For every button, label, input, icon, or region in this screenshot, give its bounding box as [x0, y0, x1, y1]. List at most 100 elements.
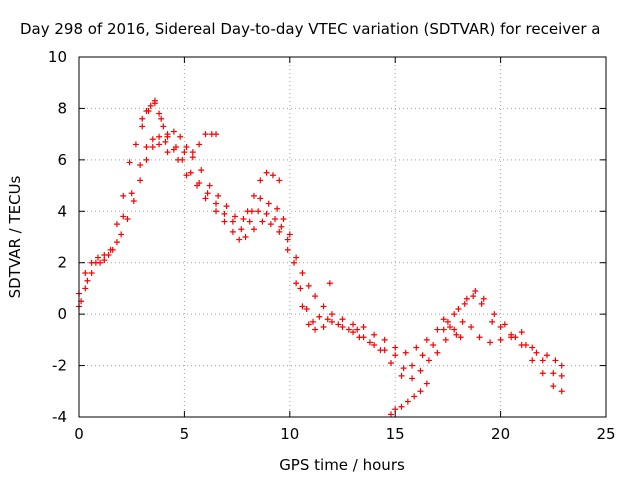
data-point — [267, 221, 274, 228]
data-point — [156, 141, 163, 148]
data-point — [387, 411, 394, 418]
data-point — [392, 344, 399, 351]
data-point — [381, 336, 388, 343]
data-point — [244, 208, 251, 215]
data-point — [181, 149, 188, 156]
data-point — [463, 295, 470, 302]
data-point — [231, 213, 238, 220]
data-point — [255, 208, 262, 215]
data-point — [215, 192, 222, 199]
data-point — [350, 321, 357, 328]
data-point — [444, 318, 451, 325]
data-point — [183, 144, 190, 150]
data-point — [236, 236, 243, 243]
data-point — [113, 221, 120, 228]
x-tick-label: 25 — [596, 425, 615, 443]
data-point — [265, 200, 272, 207]
y-tick-label: 6 — [57, 151, 67, 169]
data-point — [468, 324, 475, 330]
data-point — [213, 200, 220, 207]
data-point — [508, 331, 515, 338]
data-point — [196, 141, 203, 148]
data-point — [250, 192, 257, 199]
data-point — [417, 388, 424, 395]
data-point — [196, 180, 203, 186]
data-point — [187, 169, 194, 176]
data-point — [126, 159, 133, 166]
data-point — [404, 398, 411, 405]
data-point — [529, 357, 536, 364]
data-point — [457, 334, 464, 341]
data-point — [316, 313, 323, 320]
data-point — [328, 318, 335, 325]
grid-lines — [79, 57, 606, 417]
data-point — [430, 342, 437, 348]
data-point — [229, 228, 236, 235]
data-point — [434, 326, 441, 333]
data-point — [88, 270, 95, 276]
data-point — [250, 226, 257, 233]
data-point — [489, 318, 496, 325]
data-point — [417, 367, 424, 374]
data-point — [120, 192, 127, 199]
data-point — [223, 203, 230, 210]
data-point — [324, 316, 331, 323]
y-tick-label: 0 — [57, 305, 67, 323]
axis-ticks: 0 5 10 15 20 25 -4 -2 0 2 4 6 8 10 — [48, 48, 616, 443]
data-point — [137, 162, 144, 168]
data-point — [246, 218, 253, 225]
data-point — [137, 177, 144, 184]
data-point — [312, 326, 319, 333]
data-point — [179, 156, 186, 163]
y-tick-label: -4 — [52, 408, 67, 426]
y-tick-label: -2 — [52, 357, 67, 375]
data-point — [82, 285, 89, 292]
data-point — [402, 349, 409, 356]
data-point — [263, 210, 270, 217]
data-point — [409, 375, 416, 382]
data-points — [76, 97, 565, 418]
data-point — [529, 344, 536, 351]
data-point — [423, 380, 430, 387]
data-point — [94, 254, 101, 261]
data-point — [459, 318, 466, 325]
data-point — [299, 303, 306, 310]
y-tick-label: 2 — [57, 254, 67, 272]
data-point — [221, 210, 228, 217]
data-point — [440, 316, 447, 323]
data-point — [512, 334, 519, 341]
data-point — [539, 357, 546, 364]
data-point — [286, 231, 293, 238]
data-point — [366, 339, 373, 346]
data-point — [213, 131, 220, 138]
data-point — [149, 144, 156, 150]
data-point — [478, 300, 485, 307]
data-point — [360, 324, 367, 330]
data-point — [440, 326, 447, 333]
data-point — [183, 172, 190, 179]
data-point — [206, 182, 213, 189]
data-point — [309, 318, 316, 325]
data-point — [339, 324, 346, 330]
data-point — [335, 321, 342, 328]
data-point — [387, 360, 394, 366]
data-point — [276, 228, 283, 235]
data-point — [328, 311, 335, 318]
data-point — [143, 156, 150, 163]
data-point — [312, 293, 319, 300]
data-point — [213, 208, 220, 215]
data-point — [470, 293, 477, 300]
data-point — [149, 136, 156, 143]
x-tick-label: 0 — [74, 425, 84, 443]
x-tick-label: 5 — [180, 425, 190, 443]
data-point — [356, 334, 363, 341]
data-point — [240, 216, 247, 222]
data-point — [280, 216, 287, 222]
data-point — [480, 295, 487, 302]
data-point — [476, 334, 483, 341]
data-point — [238, 226, 245, 233]
data-point — [160, 123, 167, 130]
chart-title: Day 298 of 2016, Sidereal Day-to-day VTE… — [20, 20, 601, 38]
data-point — [461, 300, 468, 307]
data-point — [221, 218, 228, 225]
